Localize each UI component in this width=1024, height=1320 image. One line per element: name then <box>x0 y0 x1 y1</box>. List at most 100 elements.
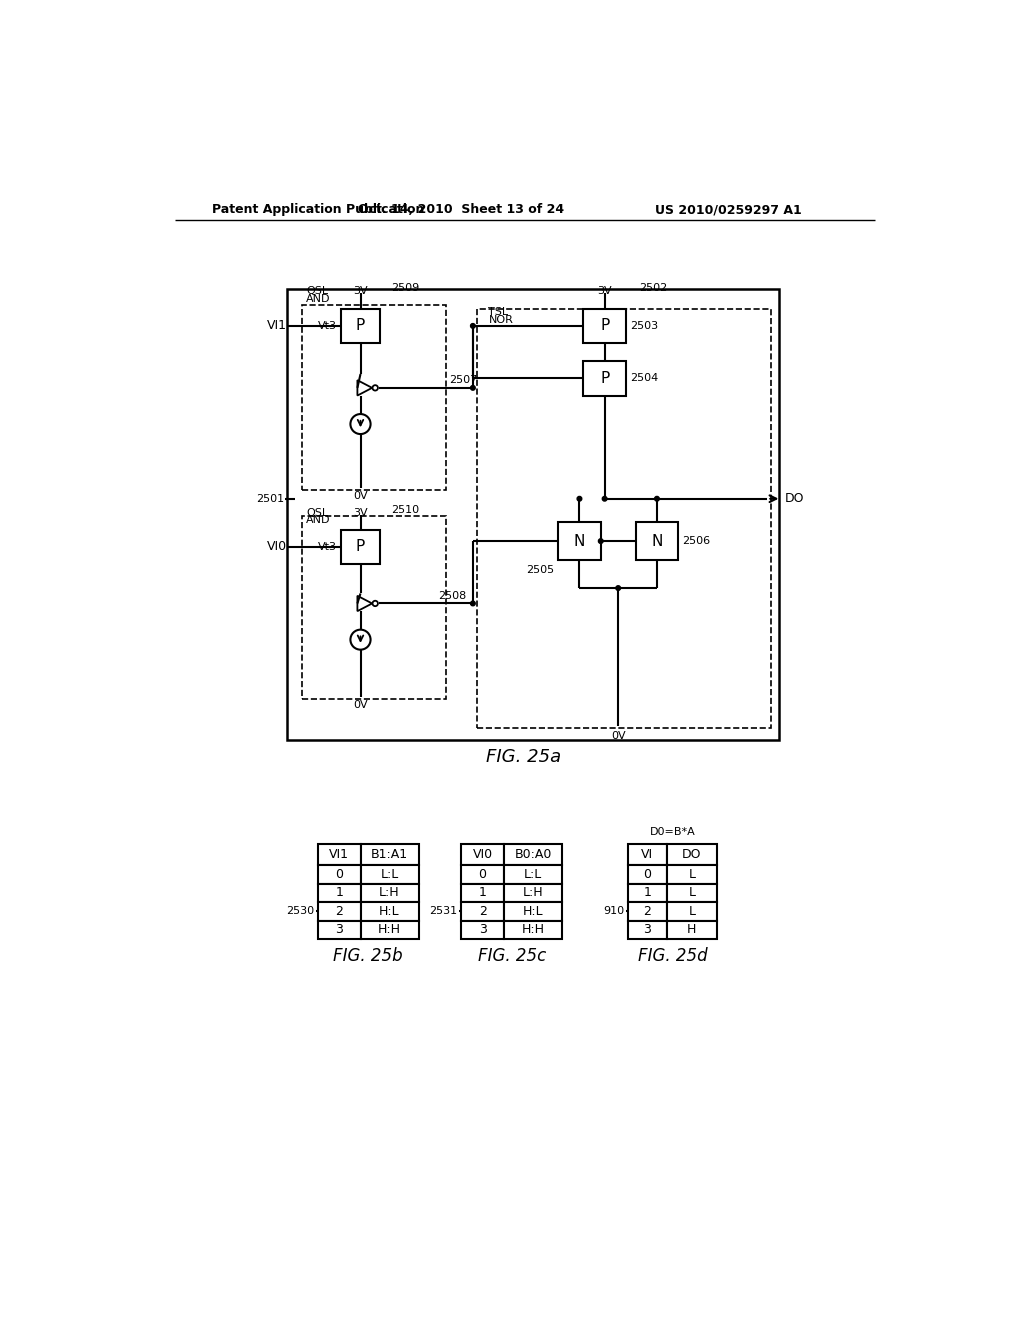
Bar <box>360 903 419 921</box>
Text: FIG. 25d: FIG. 25d <box>638 948 708 965</box>
Text: AND: AND <box>306 293 331 304</box>
Text: 0V: 0V <box>611 731 626 741</box>
Polygon shape <box>357 595 372 611</box>
Text: 2530: 2530 <box>286 907 314 916</box>
Bar <box>667 843 717 866</box>
Circle shape <box>350 414 371 434</box>
Text: H: H <box>687 924 696 936</box>
Text: 3: 3 <box>335 924 343 936</box>
Circle shape <box>598 539 603 544</box>
Text: B1:A1: B1:A1 <box>371 847 409 861</box>
Text: P: P <box>600 318 609 334</box>
Text: 2: 2 <box>335 906 343 917</box>
Bar <box>360 921 419 940</box>
Text: P: P <box>356 318 366 334</box>
Bar <box>317 884 360 903</box>
Circle shape <box>654 496 659 502</box>
Bar <box>667 866 717 884</box>
Text: 0V: 0V <box>353 491 368 500</box>
Circle shape <box>350 630 371 649</box>
Text: 2: 2 <box>478 906 486 917</box>
Text: AND: AND <box>306 515 331 525</box>
Text: L:H: L:H <box>379 887 400 899</box>
Text: FIG. 25a: FIG. 25a <box>485 748 561 767</box>
Text: QSL: QSL <box>306 286 329 296</box>
Text: L: L <box>688 869 695 880</box>
Text: L: L <box>688 887 695 899</box>
Circle shape <box>373 601 378 606</box>
Text: FIG. 25c: FIG. 25c <box>477 948 546 965</box>
Text: H:H: H:H <box>521 924 545 936</box>
Bar <box>504 843 562 866</box>
Text: VI: VI <box>641 847 653 861</box>
Text: 2504: 2504 <box>630 374 658 383</box>
Text: H:L: H:L <box>379 906 400 917</box>
Text: VI1: VI1 <box>329 847 349 861</box>
Bar <box>461 866 504 884</box>
Bar <box>667 921 717 940</box>
Bar <box>504 903 562 921</box>
Text: P: P <box>600 371 609 385</box>
Circle shape <box>471 601 475 606</box>
Text: D0=B*A: D0=B*A <box>649 828 695 837</box>
Text: 0: 0 <box>643 869 651 880</box>
Text: L:L: L:L <box>381 869 398 880</box>
Bar <box>667 903 717 921</box>
Circle shape <box>602 496 607 502</box>
Text: 2508: 2508 <box>438 591 466 601</box>
Circle shape <box>615 586 621 590</box>
Bar <box>317 903 360 921</box>
Text: VI0: VI0 <box>266 540 287 553</box>
Text: 2507: 2507 <box>450 375 478 385</box>
Bar <box>461 843 504 866</box>
Bar <box>584 360 626 396</box>
Text: P: P <box>356 540 366 554</box>
Bar <box>341 529 380 564</box>
Text: 3: 3 <box>478 924 486 936</box>
Bar <box>628 843 667 866</box>
Text: 0: 0 <box>478 869 486 880</box>
Bar <box>360 884 419 903</box>
Text: Oct. 14, 2010  Sheet 13 of 24: Oct. 14, 2010 Sheet 13 of 24 <box>358 203 564 216</box>
Text: 2506: 2506 <box>682 536 711 546</box>
Bar <box>302 516 445 700</box>
Text: 1: 1 <box>478 887 486 899</box>
Circle shape <box>471 323 475 329</box>
Bar <box>628 884 667 903</box>
Bar <box>504 866 562 884</box>
Text: 2501: 2501 <box>256 494 285 504</box>
Circle shape <box>578 496 582 502</box>
Bar <box>628 866 667 884</box>
Text: DO: DO <box>682 847 701 861</box>
Bar <box>317 921 360 940</box>
Text: US 2010/0259297 A1: US 2010/0259297 A1 <box>655 203 802 216</box>
Text: L:L: L:L <box>524 869 542 880</box>
Text: FIG. 25b: FIG. 25b <box>334 948 403 965</box>
Text: 910: 910 <box>603 907 624 916</box>
Bar <box>636 521 678 561</box>
Text: NOR: NOR <box>488 315 513 325</box>
Text: 2: 2 <box>643 906 651 917</box>
Text: 0: 0 <box>335 869 343 880</box>
Bar <box>504 884 562 903</box>
Bar <box>504 921 562 940</box>
Text: H:L: H:L <box>522 906 544 917</box>
Bar <box>461 903 504 921</box>
Text: 3V: 3V <box>353 508 368 517</box>
Text: DO: DO <box>785 492 805 506</box>
Text: 2503: 2503 <box>630 321 658 331</box>
Text: QSL: QSL <box>306 508 329 517</box>
Text: 1: 1 <box>335 887 343 899</box>
Text: N: N <box>651 533 663 549</box>
Bar <box>628 921 667 940</box>
Text: VI1: VI1 <box>267 319 287 333</box>
Bar <box>477 309 771 729</box>
Circle shape <box>373 385 378 391</box>
Text: 2509: 2509 <box>391 282 420 293</box>
Text: 3: 3 <box>643 924 651 936</box>
Circle shape <box>471 385 475 391</box>
Text: B0:A0: B0:A0 <box>514 847 552 861</box>
Bar <box>667 884 717 903</box>
Text: L:H: L:H <box>522 887 544 899</box>
Text: 2531: 2531 <box>429 907 458 916</box>
